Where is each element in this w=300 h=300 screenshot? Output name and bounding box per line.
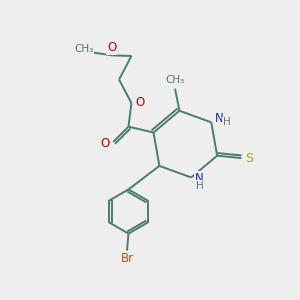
Text: O: O	[100, 137, 110, 150]
Text: CH₃: CH₃	[165, 75, 185, 85]
Text: O: O	[107, 40, 116, 54]
Text: O: O	[135, 96, 144, 109]
Text: N: N	[215, 112, 224, 125]
Text: Br: Br	[120, 252, 134, 265]
Text: H: H	[196, 181, 203, 191]
Text: H: H	[223, 117, 230, 127]
Text: N: N	[195, 172, 204, 185]
Text: CH₃: CH₃	[74, 44, 94, 55]
Text: S: S	[245, 152, 253, 164]
